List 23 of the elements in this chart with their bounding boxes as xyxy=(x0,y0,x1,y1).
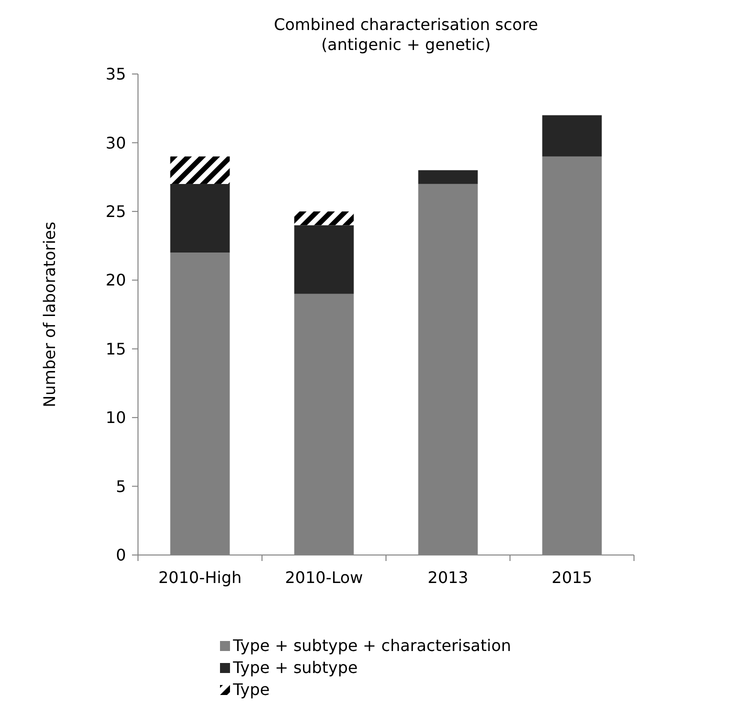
x-tick-label: 2010-Low xyxy=(285,568,363,587)
bar xyxy=(294,211,354,226)
legend-label: Type + subtype + characterisation xyxy=(232,636,512,655)
y-tick-label: 5 xyxy=(116,476,126,496)
bar xyxy=(294,225,354,294)
legend-label: Type xyxy=(232,680,270,699)
y-tick-label: 25 xyxy=(106,202,126,222)
y-tick-label: 20 xyxy=(106,270,126,290)
y-tick-label: 30 xyxy=(106,133,126,152)
bar xyxy=(418,170,478,184)
chart-title: Combined characterisation score (antigenic + genetic) xyxy=(274,15,538,54)
bar xyxy=(542,115,602,156)
bar xyxy=(170,184,230,253)
y-axis-title: Number of laboratories xyxy=(40,222,59,408)
x-tick-label: 2010-High xyxy=(158,568,242,587)
y-tick-label: 35 xyxy=(106,64,126,84)
y-tick-label: 15 xyxy=(106,339,126,358)
x-tick-label: 2013 xyxy=(428,568,468,587)
legend-label: Type + subtype xyxy=(232,658,358,677)
bar xyxy=(170,156,230,184)
x-tick-label: 2015 xyxy=(552,568,592,587)
y-tick-label: 0 xyxy=(116,546,126,565)
y-tick-label: 10 xyxy=(106,408,126,428)
